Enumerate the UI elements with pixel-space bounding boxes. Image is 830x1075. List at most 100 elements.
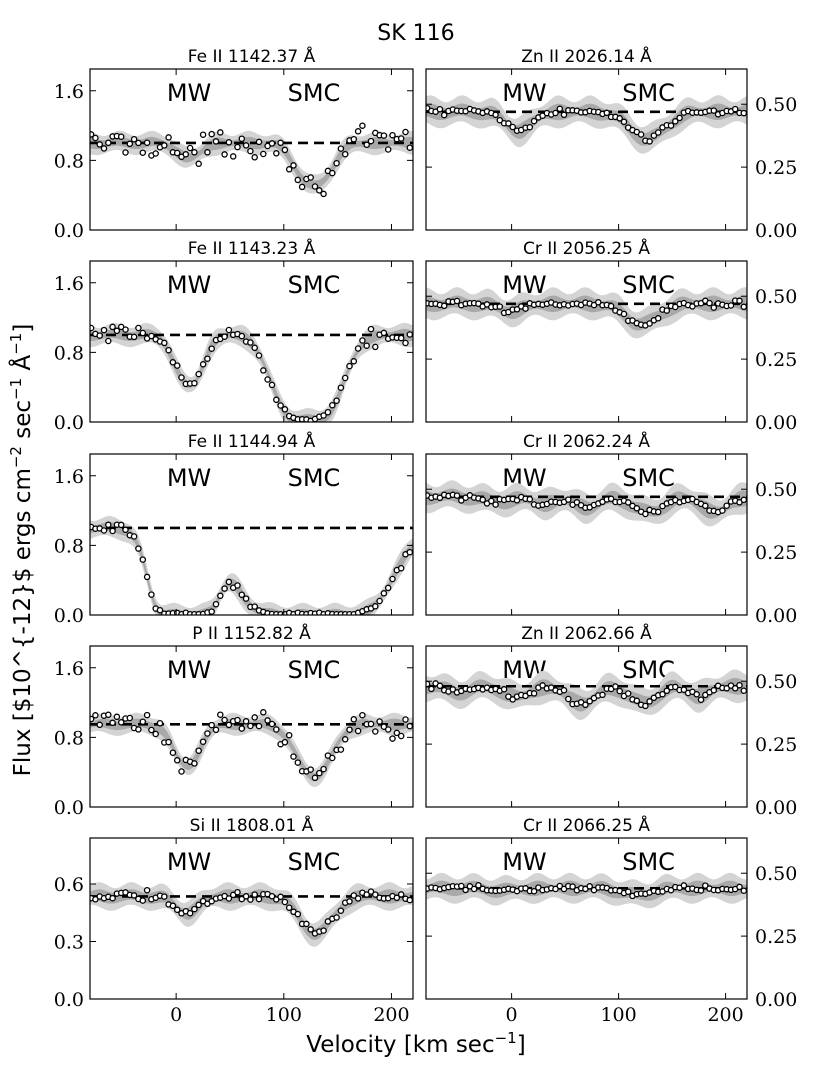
data-point [406,144,413,151]
data-point [475,882,482,889]
region-label-mw: MW [167,464,211,492]
data-point [96,332,103,339]
region-label-smc: SMC [288,271,341,299]
data-point [616,115,623,122]
data-point [530,690,538,697]
panel-frame [89,260,414,423]
data-point [667,886,675,894]
data-point [620,118,628,126]
data-point [359,122,366,129]
data-point [208,721,215,729]
data-point [191,905,198,913]
data-point [560,111,568,119]
data-point [186,909,194,917]
y-tick-label: 0.25 [755,926,797,948]
y-tick-label: 0.25 [755,157,797,179]
data-point [556,882,564,890]
y-tick-label: 1.6 [54,658,84,680]
y-tick-label: 0.50 [755,94,797,116]
data-point [307,926,314,933]
data-point [268,140,276,147]
data-point [397,891,405,898]
data-point [126,714,134,722]
data-point [255,722,263,730]
data-point [389,575,396,583]
panel-title: Cr II 2062.24 Å [523,430,650,452]
data-point [646,698,653,705]
panel-title: Fe II 1143.23 Å [188,237,316,259]
data-point [225,139,233,146]
data-point [255,895,263,903]
data-point [264,376,271,383]
data-point [367,888,375,895]
data-point [251,154,258,161]
data-point [354,128,362,135]
data-point [397,334,405,342]
plot-area [426,480,747,527]
data-point [333,397,340,404]
data-point [307,766,314,773]
data-point [316,187,323,194]
data-point [195,747,202,754]
data-point [646,138,653,145]
data-point [92,896,99,903]
data-point [731,105,739,113]
data-point [488,497,495,505]
data-point [612,683,619,690]
data-point [376,597,383,605]
data-point [135,545,142,552]
data-point [191,379,198,387]
data-point [436,105,444,113]
data-point [290,162,297,169]
data-point [247,896,254,903]
data-point [372,343,379,351]
data-point [453,492,461,499]
y-axis-label: Flux [$10^{-12}$ ergs cm−2 sec−1 Å−1] [7,324,36,777]
y-tick-label: 0.00 [755,605,797,627]
data-point [595,299,602,306]
panel-4: Si II 1808.01 Å MW SMC 0 100 200 0.0 0.3 0.6 [54,814,414,1026]
data-point [436,494,444,502]
data-point [238,591,246,598]
data-point [255,138,263,146]
data-point [376,718,383,725]
data-point [702,502,709,510]
panel-3: P II 1152.82 Å MW SMC 0.0 0.8 1.6 [54,622,414,819]
data-point [238,725,246,732]
data-point [354,345,362,352]
panel-title: Zn II 2062.66 Å [521,622,652,644]
data-point [217,129,224,136]
data-point [311,183,319,190]
data-point [402,339,409,347]
data-point [225,578,233,586]
y-tick-label: 0.3 [54,932,84,954]
panel-frame [89,645,414,808]
y-tick-label: 0.8 [54,342,84,364]
data-point [384,146,392,153]
data-point [234,888,241,896]
data-point [173,149,181,157]
data-point [367,325,375,333]
data-point [169,359,177,366]
panel-title: Zn II 2026.14 Å [521,45,652,67]
data-point [573,499,581,506]
data-point [135,324,142,332]
data-point [676,114,683,122]
data-point [135,726,142,733]
data-point [372,728,379,735]
data-point [320,412,327,419]
data-point [329,754,336,762]
data-point [191,149,198,156]
data-point [680,686,688,693]
data-point [736,681,743,689]
data-point [363,342,370,349]
data-point [139,718,147,725]
data-point [117,133,125,140]
data-point [329,401,336,409]
data-point [736,297,743,305]
data-point [637,131,645,138]
data-point [212,600,220,608]
data-point [242,718,250,725]
data-point [182,151,190,158]
data-point [161,142,168,149]
